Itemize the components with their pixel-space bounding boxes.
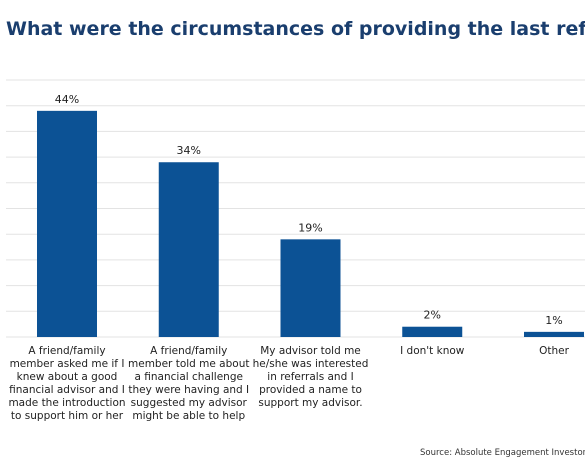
- value-label: 34%: [177, 144, 201, 157]
- bar: [402, 326, 463, 337]
- value-label: 19%: [298, 221, 322, 234]
- chart-title: What were the circumstances of providing…: [6, 18, 585, 40]
- x-tick-label: Other: [539, 345, 569, 357]
- value-label: 1%: [545, 314, 562, 327]
- value-label: 44%: [55, 93, 79, 106]
- x-tick-label: A friend/family member told me about a f…: [128, 345, 250, 422]
- x-tick-label: My advisor told me he/she was interested…: [252, 345, 369, 409]
- bar: [524, 331, 584, 337]
- bar: [280, 239, 341, 337]
- x-tick-label: I don't know: [400, 345, 465, 357]
- bar: [37, 110, 97, 337]
- bar: [158, 162, 219, 337]
- x-tick-label: A friend/family member asked me if I kne…: [8, 345, 126, 422]
- value-label: 2%: [424, 309, 441, 322]
- source-note: Source: Absolute Engagement Investor Re: [420, 448, 585, 458]
